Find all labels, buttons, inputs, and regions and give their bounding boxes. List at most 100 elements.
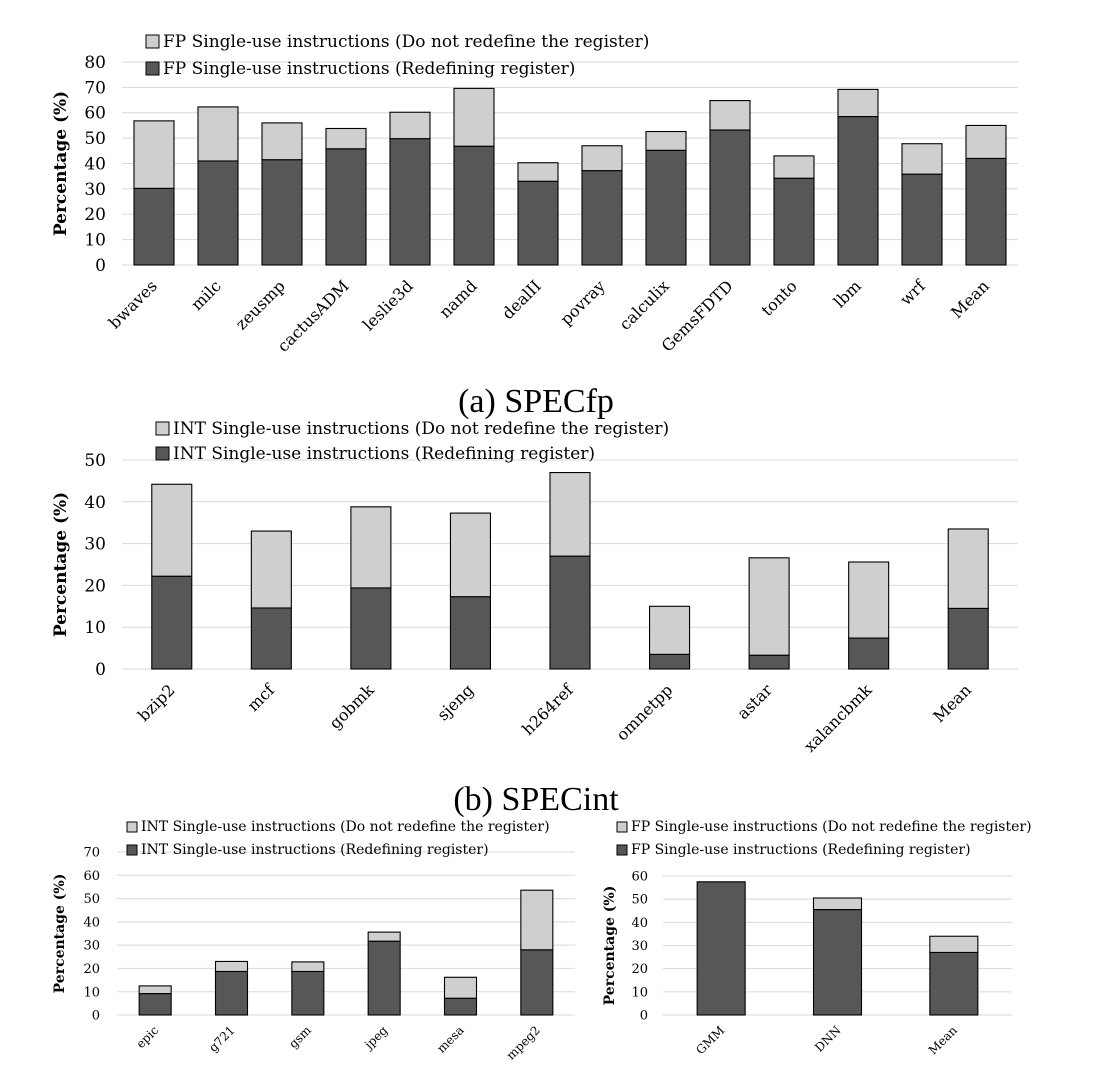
legend-entry: INT Single-use instructions (Do not rede… [141, 819, 550, 835]
bar-segment [151, 575, 193, 670]
bar-segment [214, 970, 249, 1016]
category-label: leslie3d [359, 276, 417, 334]
bar-segment [138, 985, 172, 995]
bar-segment [197, 106, 239, 162]
bar-segment [389, 138, 431, 266]
category-label: dealII [498, 276, 545, 323]
category-label: milc [187, 276, 225, 314]
bar-segment [261, 159, 303, 266]
bar-segment [649, 605, 691, 655]
bar-segment [549, 555, 591, 670]
bar-segment [520, 949, 554, 1016]
bar-segment [929, 935, 979, 954]
bar-segment [549, 471, 591, 557]
bar-segment [947, 528, 989, 609]
category-label: calculix [615, 276, 672, 333]
bar-segment [645, 130, 687, 151]
y-tick-label: 20 [84, 576, 106, 596]
y-tick-label: 0 [92, 1009, 100, 1024]
bar-segment [367, 940, 401, 1016]
y-tick-label: 60 [83, 869, 100, 884]
y-tick-label: 50 [84, 451, 106, 471]
y-tick-label: 40 [83, 915, 100, 930]
y-tick-label: 10 [83, 985, 100, 1000]
bar-segment [449, 512, 491, 598]
y-tick-label: 40 [631, 916, 648, 931]
category-label: Mean [947, 276, 993, 322]
bar-segment [696, 881, 746, 1016]
bar-segment [965, 124, 1007, 159]
bar-segment [965, 157, 1007, 266]
bar-segment [581, 170, 623, 266]
bar-segment [138, 993, 172, 1016]
bar-segment [520, 889, 554, 951]
bar-segment [443, 976, 478, 999]
category-label: mcf [243, 680, 278, 715]
y-tick-label: 60 [631, 870, 648, 885]
category-label: bzip2 [134, 680, 179, 725]
bar-segment [517, 162, 559, 182]
legend-entry: FP Single-use instructions (Do not redef… [631, 819, 1032, 835]
y-tick-label: 70 [84, 78, 106, 98]
bar-segment [449, 596, 491, 670]
y-tick-label: 80 [84, 53, 106, 73]
y-tick-label: 40 [84, 154, 106, 174]
y-tick-label: 50 [631, 893, 648, 908]
bar-segment [645, 149, 687, 266]
category-label: Mean [926, 1023, 960, 1057]
legend-entry: FP Single-use instructions (Redefining r… [631, 842, 971, 858]
y-axis-label: Percentage (%) [51, 91, 71, 236]
bar-segment [133, 120, 175, 189]
y-tick-label: 10 [84, 618, 106, 638]
bar-segment [773, 155, 815, 179]
y-tick-label: 30 [84, 180, 106, 200]
bar-segment [214, 960, 249, 973]
y-tick-label: 70 [83, 846, 100, 861]
category-label: jpeg [360, 1023, 390, 1053]
legend-swatch [145, 61, 160, 76]
y-axis-label: Percentage (%) [602, 886, 618, 1006]
bar-segment [350, 587, 392, 670]
bar-segment [773, 177, 815, 266]
legend-swatch [616, 821, 628, 833]
category-label: omnetpp [612, 680, 676, 744]
bar-segment [709, 100, 751, 131]
category-label: bwaves [105, 276, 161, 332]
category-label: wrf [896, 276, 929, 309]
category-label: xalancbmk [800, 680, 876, 756]
y-tick-label: 50 [84, 129, 106, 149]
category-label: namd [435, 276, 480, 321]
bar-segment [929, 951, 979, 1016]
category-label: epic [133, 1023, 161, 1051]
bar-segment [350, 506, 392, 589]
category-label: zeusmp [232, 276, 289, 333]
bar-segment [133, 187, 175, 266]
category-label: mpeg2 [504, 1023, 543, 1062]
bar-segment [389, 111, 431, 140]
category-label: astar [733, 680, 776, 723]
category-label: DNN [812, 1023, 844, 1055]
y-axis-label: Percentage (%) [52, 874, 68, 994]
y-tick-label: 10 [84, 231, 106, 251]
bar-segment [748, 557, 790, 656]
category-label: g721 [206, 1023, 238, 1055]
legend-swatch [145, 34, 160, 49]
bar-segment [848, 637, 890, 670]
legend-swatch [126, 821, 138, 833]
bar-segment [901, 173, 943, 266]
bar-segment [748, 654, 790, 670]
y-tick-label: 50 [83, 892, 100, 907]
y-tick-label: 20 [631, 962, 648, 977]
category-label: mesa [434, 1023, 466, 1055]
y-tick-label: 40 [84, 493, 106, 513]
legend-swatch [155, 446, 170, 461]
bar-segment [812, 897, 863, 911]
category-label: gsm [286, 1023, 314, 1051]
legend-entry: FP Single-use instructions (Do not redef… [163, 32, 649, 52]
legend-swatch [155, 421, 170, 436]
bar-segment [848, 561, 890, 639]
bar-segment [837, 88, 879, 118]
y-tick-label: 30 [83, 939, 100, 954]
bar-segment [649, 653, 691, 670]
